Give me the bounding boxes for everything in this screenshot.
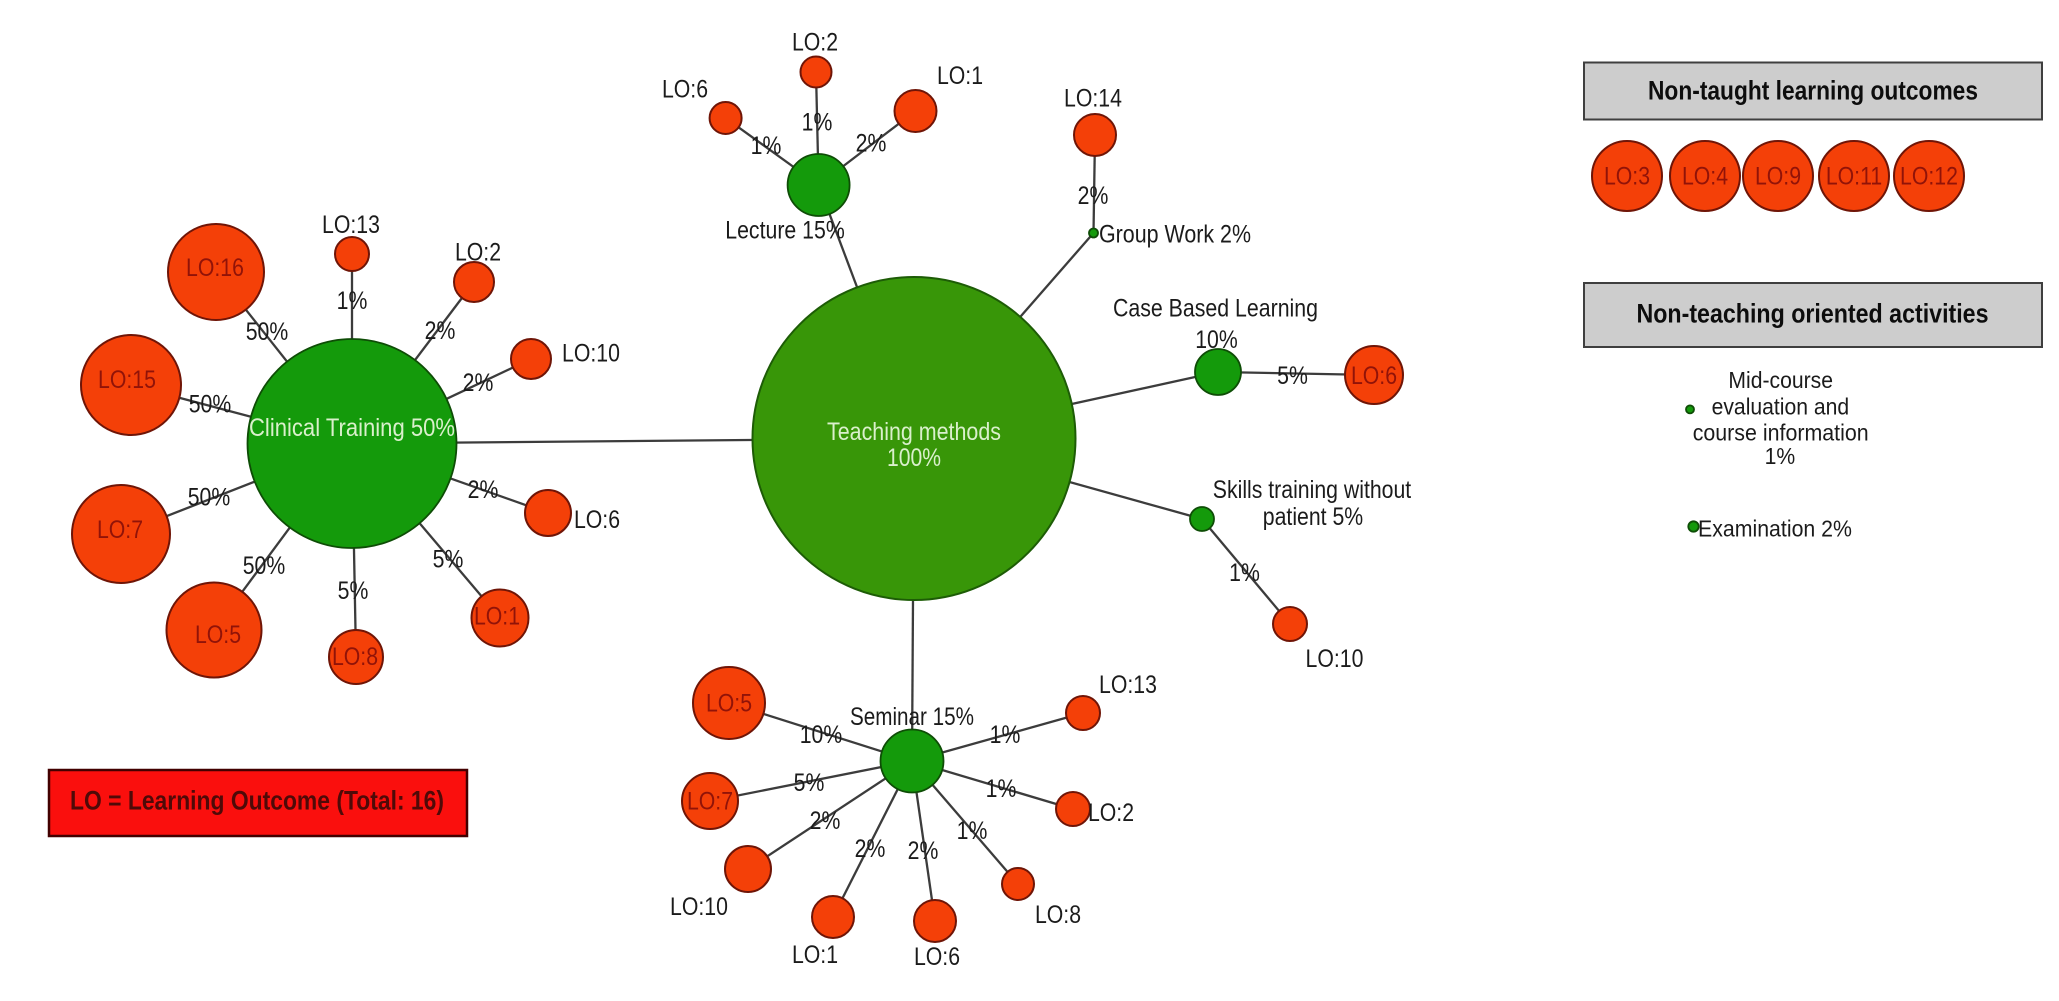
svg-text:10%: 10% (800, 721, 843, 749)
svg-text:1%: 1% (957, 817, 988, 845)
svg-text:LO:10: LO:10 (562, 339, 620, 367)
svg-text:Examination 2%: Examination 2% (1698, 516, 1852, 542)
svg-text:Non-teaching oriented activiti: Non-teaching oriented activities (1637, 298, 1989, 328)
svg-text:LO:7: LO:7 (97, 516, 143, 544)
svg-text:1%: 1% (990, 721, 1021, 749)
svg-text:1%: 1% (751, 132, 782, 160)
svg-text:LO:8: LO:8 (332, 643, 378, 671)
svg-text:5%: 5% (338, 577, 369, 605)
svg-text:5%: 5% (433, 546, 464, 574)
svg-text:LO:1: LO:1 (792, 941, 838, 969)
svg-text:Case Based Learning: Case Based Learning (1113, 294, 1318, 322)
svg-text:LO:6: LO:6 (574, 506, 620, 534)
svg-text:LO:5: LO:5 (706, 690, 752, 718)
svg-text:LO:5: LO:5 (195, 621, 241, 649)
svg-text:LO:3: LO:3 (1604, 163, 1650, 191)
svg-text:LO:15: LO:15 (98, 366, 156, 394)
svg-text:10%: 10% (1195, 326, 1238, 354)
svg-text:course information: course information (1693, 420, 1869, 446)
svg-text:Seminar 15%: Seminar 15% (850, 703, 974, 731)
svg-text:patient 5%: patient 5% (1263, 503, 1363, 531)
svg-text:100%: 100% (887, 444, 941, 472)
svg-text:5%: 5% (794, 769, 825, 797)
svg-text:50%: 50% (246, 318, 289, 346)
svg-text:1%: 1% (986, 775, 1017, 803)
svg-text:LO:1: LO:1 (937, 62, 983, 90)
svg-text:Group Work 2%: Group Work 2% (1099, 220, 1251, 248)
svg-text:LO:13: LO:13 (322, 211, 380, 239)
svg-text:evaluation and: evaluation and (1712, 394, 1850, 420)
svg-text:2%: 2% (468, 476, 499, 504)
svg-text:1%: 1% (1229, 559, 1260, 587)
svg-text:LO:2: LO:2 (455, 239, 501, 267)
svg-text:LO:1: LO:1 (474, 603, 520, 631)
svg-text:LO:13: LO:13 (1099, 671, 1157, 699)
svg-text:1%: 1% (1765, 443, 1796, 469)
svg-text:LO:2: LO:2 (792, 29, 838, 57)
svg-text:2%: 2% (425, 317, 456, 345)
svg-text:LO:14: LO:14 (1064, 85, 1122, 113)
svg-text:LO:12: LO:12 (1900, 163, 1958, 191)
svg-text:2%: 2% (810, 807, 841, 835)
svg-text:Clinical Training 50%: Clinical Training 50% (249, 414, 455, 442)
svg-text:2%: 2% (908, 837, 939, 865)
svg-text:2%: 2% (856, 130, 887, 158)
svg-text:LO = Learning Outcome (Total:: LO = Learning Outcome (Total: 16) (70, 786, 444, 816)
svg-text:Mid-course: Mid-course (1728, 367, 1833, 393)
svg-text:2%: 2% (855, 835, 886, 863)
svg-text:Lecture 15%: Lecture 15% (725, 217, 845, 245)
svg-text:LO:7: LO:7 (687, 788, 733, 816)
svg-text:Non-taught learning outcomes: Non-taught learning outcomes (1648, 76, 1978, 106)
svg-text:LO:9: LO:9 (1755, 163, 1801, 191)
svg-text:2%: 2% (1078, 182, 1109, 210)
svg-text:LO:10: LO:10 (1306, 645, 1364, 673)
svg-text:Skills training without: Skills training without (1213, 476, 1411, 504)
svg-text:Teaching methods: Teaching methods (827, 418, 1001, 446)
svg-text:LO:10: LO:10 (670, 893, 728, 921)
svg-text:1%: 1% (802, 109, 833, 137)
svg-text:50%: 50% (189, 391, 232, 419)
svg-text:LO:8: LO:8 (1035, 901, 1081, 929)
svg-text:1%: 1% (337, 287, 368, 315)
svg-text:LO:16: LO:16 (186, 254, 244, 282)
svg-text:5%: 5% (1277, 362, 1308, 390)
svg-text:LO:4: LO:4 (1682, 163, 1728, 191)
svg-text:LO:2: LO:2 (1088, 799, 1134, 827)
svg-text:LO:11: LO:11 (1826, 163, 1882, 191)
svg-text:LO:6: LO:6 (1351, 362, 1397, 390)
svg-text:50%: 50% (243, 552, 286, 580)
svg-text:LO:6: LO:6 (914, 943, 960, 971)
svg-text:50%: 50% (188, 484, 231, 512)
svg-text:LO:6: LO:6 (662, 76, 708, 104)
svg-text:2%: 2% (463, 369, 494, 397)
